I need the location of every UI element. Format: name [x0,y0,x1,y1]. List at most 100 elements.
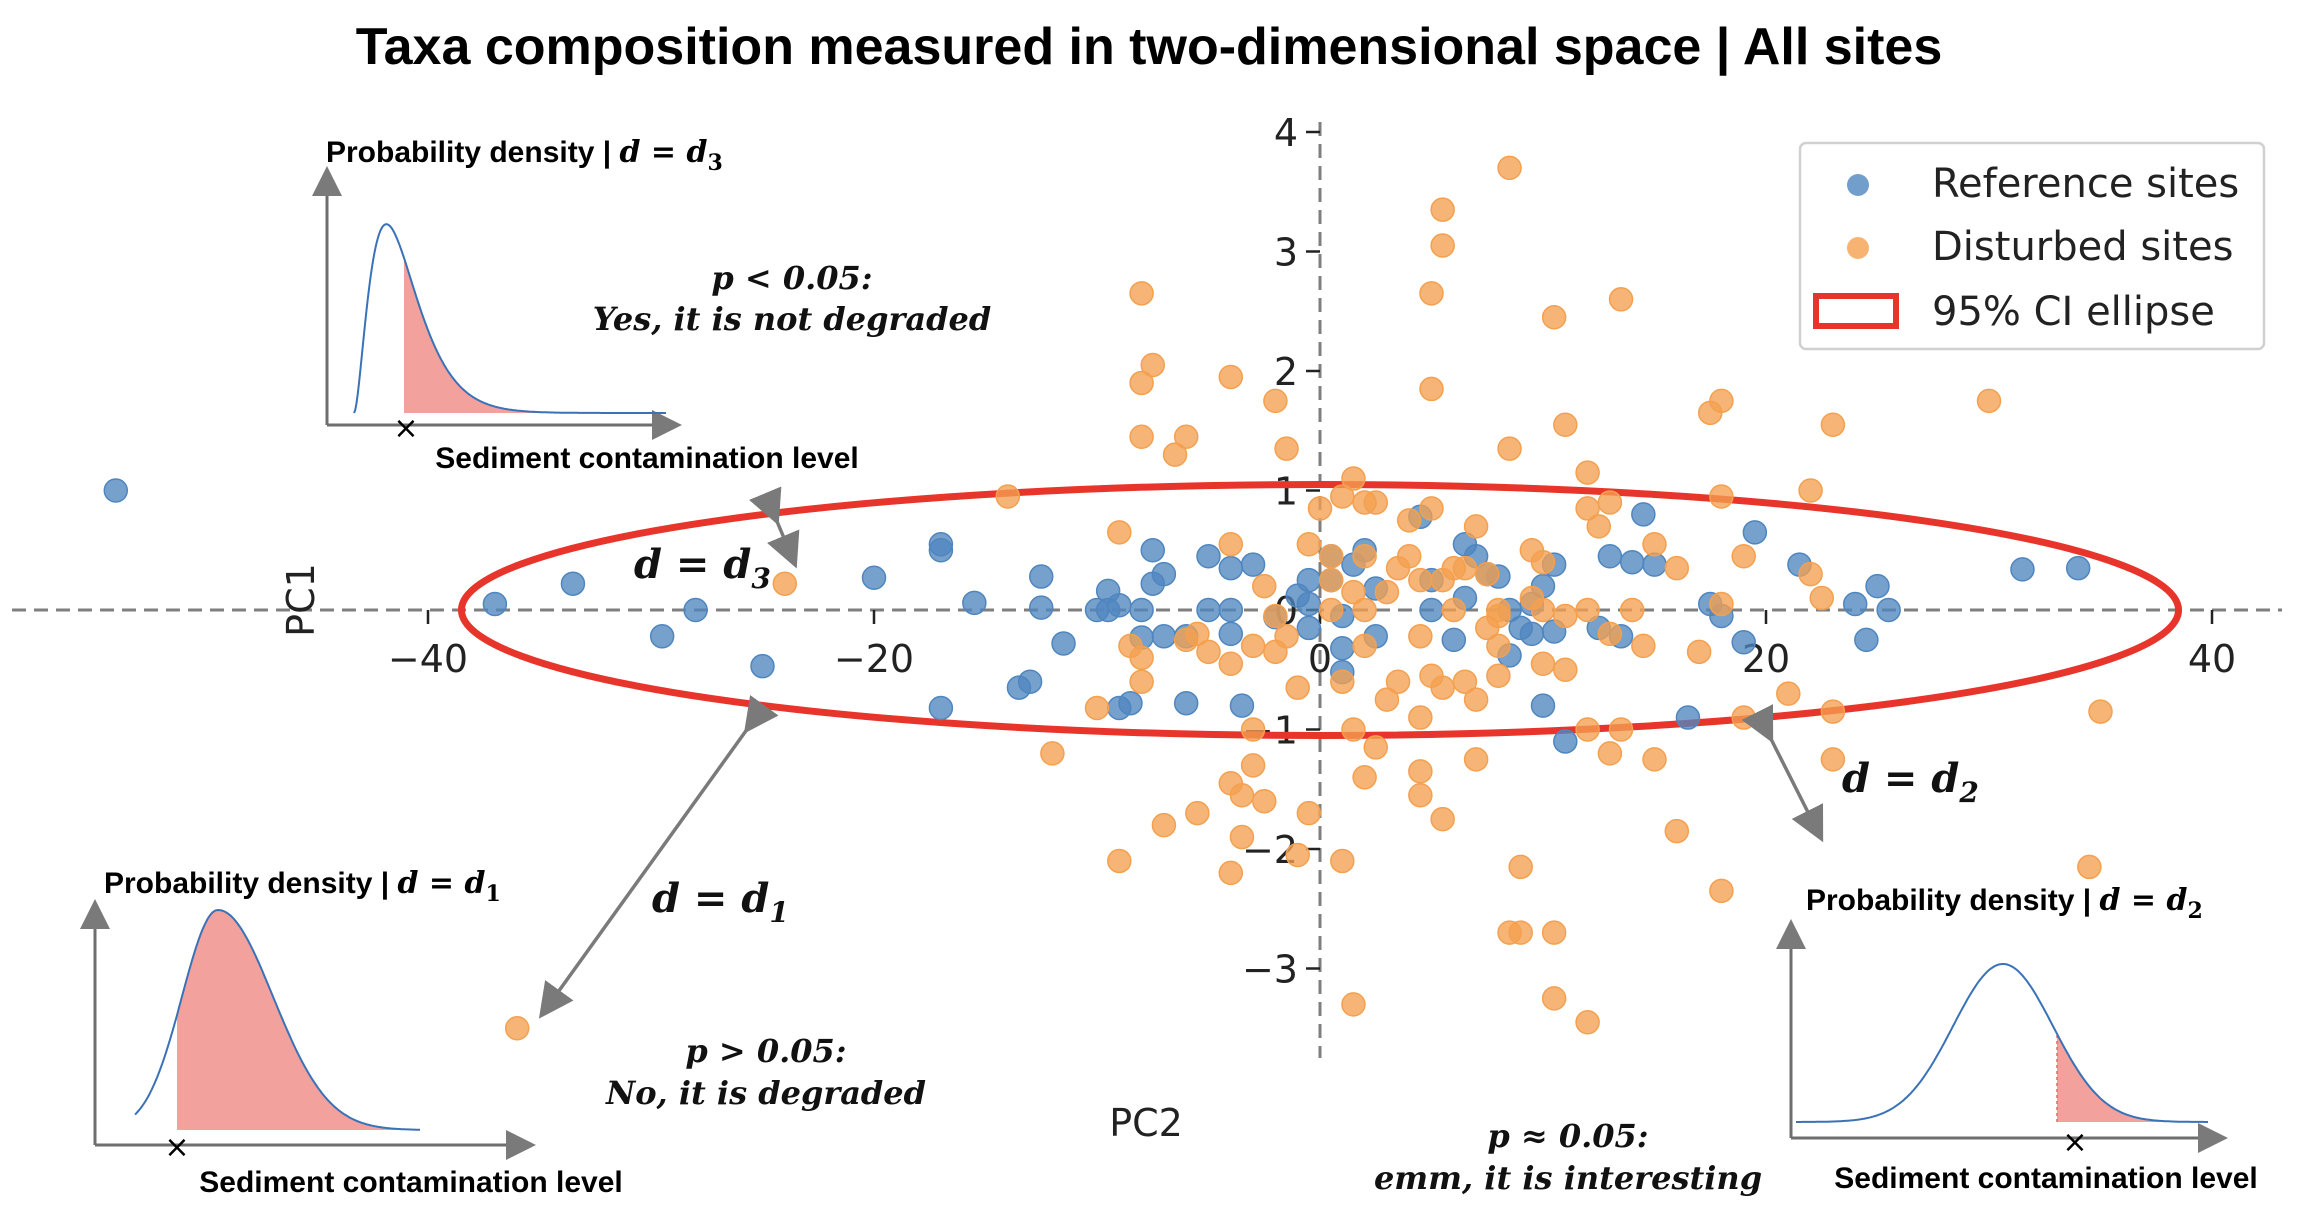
reference-site-point [1240,552,1266,577]
reference-site-point [962,590,987,616]
disturbed-site-point [1776,681,1801,706]
disturbed-site-point [1430,197,1455,222]
disturbed-site-point [1274,436,1299,461]
p-high-line2: No, it is degraded [605,1074,926,1112]
reference-site-point [1017,669,1043,694]
disturbed-site-point [1263,603,1288,629]
disturbed-site-point [1285,842,1310,868]
disturbed-site-point [1430,675,1455,700]
reference-site-point [1642,552,1667,577]
reference-site-point [2065,555,2091,581]
reference-site-point [1129,597,1154,623]
disturbed-site-point [1363,490,1388,515]
disturbed-site-point [1129,645,1154,671]
reference-site-point [1441,627,1467,653]
disturbed-site-point [1976,388,2002,414]
d1-label: d = d1 [652,875,789,929]
reference-site-point [1196,543,1221,569]
disturbed-site-point [1553,412,1578,438]
disturbed-site-point [1196,639,1221,665]
reference-site-point [1631,502,1656,527]
p-low-line2: Yes, it is not degraded [593,300,991,338]
disturbed-site-point [1430,233,1455,258]
legend-label-reference: Reference sites [1932,161,2239,207]
disturbed-site-point [1541,304,1567,330]
disturbed-site-point [1385,669,1411,694]
disturbed-site-point [1597,741,1623,766]
reference-site-point [482,591,508,617]
disturbed-site-point [1218,364,1244,390]
reference-site-point [1876,597,1901,623]
d3-label: d = d3 [634,541,771,595]
disturbed-site-point [1731,543,1756,569]
p-approx-line2: emm, it is interesting [1374,1159,1762,1197]
disturbed-site-point [1608,717,1634,742]
disturbed-site-point [1374,579,1400,605]
disturbed-site-point [1140,352,1165,378]
inset-d2: Probability density | d = d2 × Sediment … [1776,883,2258,1195]
disturbed-site-point [1307,496,1333,521]
x-tick-label: 40 [2188,637,2236,681]
disturbed-site-point [1586,514,1611,539]
disturbed-site-point [1419,376,1444,402]
ci-ellipse [457,481,2183,739]
d2-label: d = d2 [1842,755,1979,809]
reference-site-point [1519,621,1545,647]
reference-site-point [1597,543,1623,569]
reference-site-point [1865,573,1890,599]
disturbed-site-point [1508,854,1533,880]
y-tick-label: −3 [1242,948,1298,992]
disturbed-site-point [2088,699,2113,724]
disturbed-site-point [1575,717,1600,742]
disturbed-site-point [1408,705,1433,730]
disturbed-site-point [1530,549,1556,575]
disturbed-site-point [1296,532,1322,557]
disturbed-site-point [1129,669,1154,694]
disturbed-site-point [1341,717,1366,742]
disturbed-site-point [1809,585,1834,611]
disturbed-site-point [1240,717,1266,742]
reference-site-point [1675,705,1701,730]
p-high-line1: p > 0.05: [685,1032,846,1070]
legend: Reference sites Disturbed sites 95% CI e… [1798,141,2266,351]
inset-d3-density-curve [353,223,666,414]
disturbed-site-point [1820,412,1846,438]
x-tick-label: 0 [1308,637,1332,681]
reference-site-point [1296,567,1322,593]
disturbed-site-point [1341,579,1366,605]
reference-site-point [103,478,129,503]
x-tick-label: −40 [388,637,468,681]
reference-site-point [1151,561,1177,587]
disturbed-site-point [1731,705,1756,730]
disturbed-site-point [1541,986,1567,1011]
disturbed-site-point [1452,669,1478,694]
disturbed-site-point [1318,543,1344,569]
disturbed-site-point [1341,992,1366,1017]
disturbed-site-point [1396,543,1422,569]
disturbed-site-point [1486,603,1511,629]
disturbed-site-point [1363,735,1388,760]
inset-d2-tail-area [2057,1033,2208,1122]
reference-site-point [560,571,586,596]
disturbed-site-point [1575,496,1600,521]
disturbed-site-point [1285,675,1310,700]
disturbed-site-point [1218,860,1244,886]
y-tick-label: 2 [1274,350,1298,394]
reference-site-point [1731,630,1756,655]
x-tick-label: −20 [834,637,914,681]
disturbed-site-point [1352,543,1377,569]
disturbed-site-point [1497,436,1522,461]
disturbed-site-point [1597,621,1623,647]
disturbed-site-point [1352,597,1377,623]
disturbed-site-point [1597,490,1623,515]
disturbed-site-point [1274,624,1299,649]
y-tick-label: 3 [1274,231,1298,275]
disturbed-site-point [1341,466,1366,491]
inset-d1-marker: × [164,1130,189,1165]
disturbed-site-point [1441,597,1467,623]
disturbed-site-point [1330,484,1355,509]
y-axis-label: PC1 [279,563,323,637]
p-low-line1: p < 0.05: [711,259,872,297]
